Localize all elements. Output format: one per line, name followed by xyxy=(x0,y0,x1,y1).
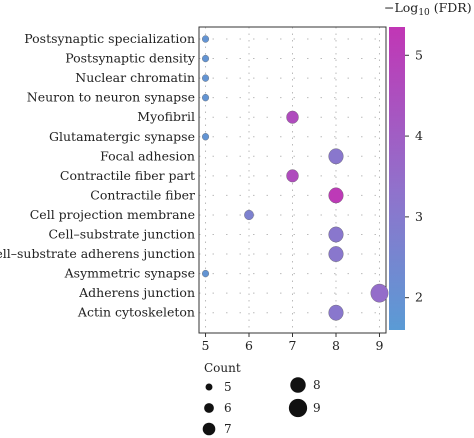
data-point xyxy=(286,169,299,183)
data-point xyxy=(202,35,210,43)
colorbar: −Log10 (FDR) 2 3 4 5 xyxy=(384,0,472,330)
category-label: Cell–substrate junction xyxy=(48,227,195,242)
data-point xyxy=(202,54,210,63)
data-point xyxy=(328,187,344,204)
size-legend-dot xyxy=(290,377,306,393)
data-point xyxy=(286,110,299,124)
colorbar-bar xyxy=(389,27,405,330)
category-label: Myofibril xyxy=(137,109,195,124)
grid-lines xyxy=(199,27,386,333)
category-label: Neuron to neuron synapse xyxy=(27,90,195,105)
data-point xyxy=(370,283,389,303)
size-legend-label: 8 xyxy=(313,378,321,392)
size-legend-label: 9 xyxy=(313,401,321,415)
data-points xyxy=(202,35,389,321)
x-tick-label: 9 xyxy=(376,338,384,353)
x-tick-label: 5 xyxy=(202,338,210,353)
size-legend-label: 6 xyxy=(224,401,232,415)
colorbar-title-suffix: (FDR) xyxy=(430,0,472,15)
size-legend-title: Count xyxy=(204,361,241,375)
colorbar-tick-label: 3 xyxy=(415,209,423,224)
category-labels: Postsynaptic specialization Postsynaptic … xyxy=(0,31,196,320)
data-point xyxy=(244,209,254,221)
size-legend-dot xyxy=(204,403,214,413)
colorbar-title-sub: 10 xyxy=(418,8,430,18)
colorbar-title: −Log10 (FDR) xyxy=(384,0,472,18)
data-point xyxy=(328,246,344,262)
x-tick-label: 6 xyxy=(245,338,253,353)
size-legend-dot xyxy=(288,398,308,418)
x-tick-label: 8 xyxy=(332,338,340,353)
data-point xyxy=(328,148,344,165)
category-label: Glutamatergic synapse xyxy=(49,129,195,144)
data-point xyxy=(202,133,210,141)
colorbar-ticks: 2 3 4 5 xyxy=(405,47,423,305)
colorbar-tick-label: 2 xyxy=(415,290,423,305)
data-point xyxy=(328,304,344,321)
category-label: Contractile fiber part xyxy=(60,168,195,183)
category-label: Cell projection membrane xyxy=(30,207,195,222)
x-tick-label: 7 xyxy=(289,338,297,353)
x-axis-ticks: 5 6 7 8 9 xyxy=(202,333,384,353)
category-label: Contractile fiber xyxy=(90,187,195,202)
category-label: Postsynaptic specialization xyxy=(24,31,195,46)
category-label: Postsynaptic density xyxy=(65,51,196,66)
colorbar-tick-label: 5 xyxy=(415,47,423,62)
category-label: Cell–substrate adherens junction xyxy=(0,246,195,261)
data-point xyxy=(328,226,344,243)
colorbar-tick-label: 4 xyxy=(415,128,423,143)
category-label: Actin cytoskeleton xyxy=(77,305,195,320)
data-point xyxy=(202,269,210,278)
colorbar-title-prefix: −Log xyxy=(384,0,418,15)
category-label: Asymmetric synapse xyxy=(64,266,195,281)
size-legend-label: 7 xyxy=(224,422,232,436)
size-legend-label: 5 xyxy=(224,380,232,394)
size-legend: Count 5 6 7 8 9 xyxy=(202,361,321,436)
data-point xyxy=(202,74,210,82)
category-label: Focal adhesion xyxy=(100,148,195,163)
category-label: Adherens junction xyxy=(78,285,195,300)
size-legend-dot xyxy=(202,422,216,436)
size-legend-entries: 5 6 7 8 9 xyxy=(202,377,321,436)
size-legend-dot xyxy=(205,383,213,391)
data-point xyxy=(202,93,210,102)
category-label: Nuclear chromatin xyxy=(75,70,195,85)
